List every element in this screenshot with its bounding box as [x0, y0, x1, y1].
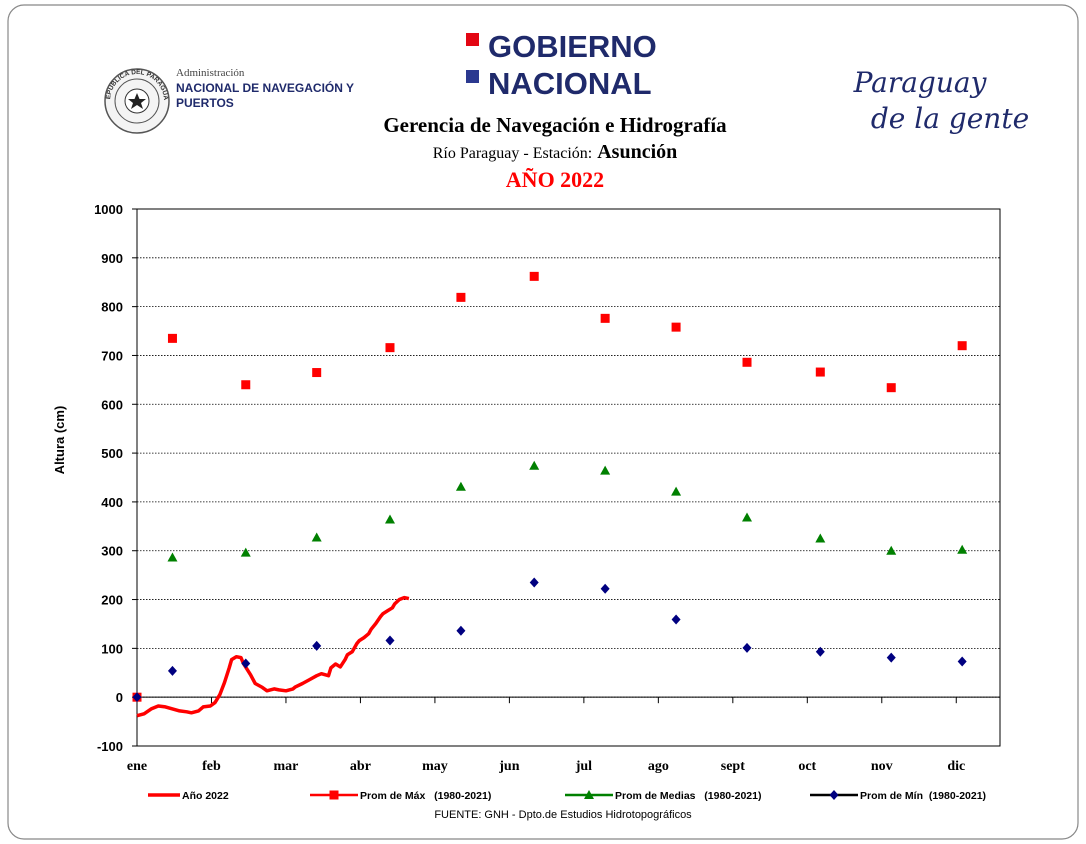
y-tick-label: 900: [101, 251, 123, 266]
data-point: [385, 635, 395, 646]
y-tick-label: 0: [116, 690, 123, 705]
y-tick-label: 500: [101, 446, 123, 461]
series-line: [136, 595, 410, 718]
y-tick-label: 1000: [94, 202, 123, 217]
x-tick-label: feb: [202, 759, 221, 774]
data-point: [167, 552, 178, 562]
data-point: [886, 383, 896, 393]
chart-title: Gerencia de Navegación e Hidrografía: [383, 113, 727, 137]
y-tick-label: 800: [101, 300, 123, 315]
agency-line: NACIONAL DE NAVEGACIÓN Y: [176, 80, 354, 95]
frame: [7, 4, 1079, 840]
data-point: [600, 583, 610, 594]
data-point: [600, 465, 611, 475]
x-tick-label: may: [422, 759, 448, 774]
x-tick-label: abr: [350, 759, 371, 774]
x-tick-label: nov: [871, 759, 893, 774]
legend-label: Año 2022: [182, 790, 229, 802]
gov-square: [466, 33, 479, 46]
data-point: [311, 532, 322, 542]
data-point: [886, 545, 897, 555]
data-point: [455, 481, 466, 491]
x-tick-label: jul: [575, 759, 592, 774]
gov-square: [466, 70, 479, 83]
data-point: [384, 514, 395, 524]
y-tick-label: 700: [101, 348, 123, 363]
data-point: [167, 333, 177, 343]
data-point: [167, 665, 177, 676]
data-point: [742, 357, 752, 367]
data-point: [312, 368, 322, 378]
legend-label: Prom de Medias (1980-2021): [615, 790, 761, 802]
y-axis-label: Altura (cm): [52, 406, 67, 475]
data-point: [132, 692, 142, 703]
data-point: [600, 313, 610, 323]
chart-subtitle: Río Paraguay - Estación: Asunción: [433, 141, 678, 163]
slogan: de la gente: [871, 102, 1029, 135]
x-tick-label: ene: [127, 759, 147, 774]
legend-label: Prom de Máx (1980-2021): [360, 790, 491, 802]
y-tick-label: 400: [101, 495, 123, 510]
agency-line: PUERTOS: [176, 96, 234, 110]
y-tick-label: 200: [101, 593, 123, 608]
data-point: [529, 460, 540, 470]
data-point: [957, 341, 967, 351]
data-point: [957, 544, 968, 554]
data-point: [312, 640, 322, 651]
y-tick-label: 100: [101, 641, 123, 656]
data-point: [742, 512, 753, 522]
data-point: [241, 658, 251, 669]
y-tick-label: 300: [101, 544, 123, 559]
station: Asunción: [597, 141, 677, 163]
x-tick-label: ago: [648, 759, 669, 774]
data-point: [671, 322, 681, 332]
gov-text: NACIONAL: [488, 66, 652, 101]
x-tick-label: oct: [798, 759, 816, 774]
x-tick-label: mar: [274, 759, 299, 774]
data-point: [671, 486, 682, 496]
data-point: [240, 547, 251, 557]
x-tick-label: jun: [498, 759, 519, 774]
data-point: [385, 343, 395, 353]
data-point: [529, 271, 539, 281]
legend-marker: [829, 790, 839, 800]
agency-line: Administración: [176, 67, 245, 79]
data-point: [815, 533, 826, 543]
data-point: [742, 642, 752, 653]
data-point: [957, 656, 967, 667]
source: FUENTE: GNH - Dpto.de Estudios Hidrotopo…: [434, 809, 692, 821]
data-point: [529, 577, 539, 588]
x-tick-label: sept: [721, 759, 745, 774]
plot-area: [136, 208, 1001, 747]
legend-marker: [584, 790, 594, 799]
y-tick-label: -100: [97, 739, 123, 754]
x-tick-label: dic: [947, 759, 965, 774]
y-tick-label: 600: [101, 397, 123, 412]
data-point: [886, 652, 896, 663]
slogan: Paraguay: [853, 66, 988, 99]
data-point: [815, 646, 825, 657]
data-point: [241, 380, 251, 390]
data-point: [671, 614, 681, 625]
year-title: AÑO 2022: [506, 167, 604, 192]
data-point: [815, 367, 825, 377]
data-point: [456, 292, 466, 302]
legend-marker: [329, 790, 339, 800]
gov-text: GOBIERNO: [488, 29, 657, 64]
subtitle: Río Paraguay - Estación:: [433, 145, 593, 162]
legend-label: Prom de Mín (1980-2021): [860, 790, 986, 802]
data-point: [456, 625, 466, 636]
